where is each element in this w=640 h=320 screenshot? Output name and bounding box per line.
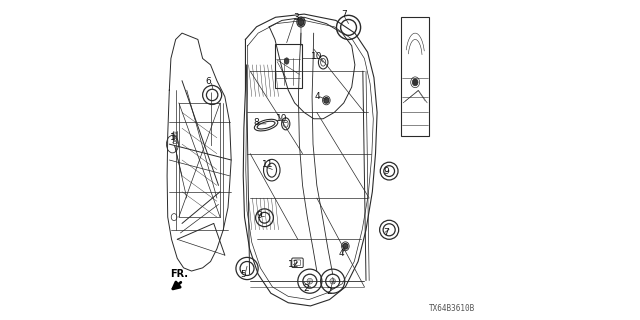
Text: 10: 10 xyxy=(276,114,288,123)
Ellipse shape xyxy=(324,98,329,103)
Text: 7: 7 xyxy=(383,228,389,237)
Text: 9: 9 xyxy=(383,167,389,176)
Text: TX64B3610B: TX64B3610B xyxy=(429,304,475,313)
Text: 1: 1 xyxy=(170,133,176,142)
Text: 11: 11 xyxy=(262,160,273,169)
Text: FR.: FR. xyxy=(170,269,188,279)
Text: 10: 10 xyxy=(310,52,322,61)
Ellipse shape xyxy=(284,58,289,64)
Ellipse shape xyxy=(298,19,304,26)
Text: 12: 12 xyxy=(288,260,300,269)
Text: 2: 2 xyxy=(326,287,332,296)
Text: 4: 4 xyxy=(339,249,344,258)
Text: 5: 5 xyxy=(241,270,246,279)
Text: 6: 6 xyxy=(205,77,211,86)
Text: 7: 7 xyxy=(342,10,348,19)
Text: 4: 4 xyxy=(315,92,321,101)
Text: 2: 2 xyxy=(303,284,309,293)
Text: 8: 8 xyxy=(253,118,259,127)
Ellipse shape xyxy=(330,278,335,284)
Ellipse shape xyxy=(307,278,313,284)
Text: 3: 3 xyxy=(293,13,299,22)
Text: 9: 9 xyxy=(256,211,262,220)
Ellipse shape xyxy=(412,79,418,86)
Ellipse shape xyxy=(343,244,348,249)
